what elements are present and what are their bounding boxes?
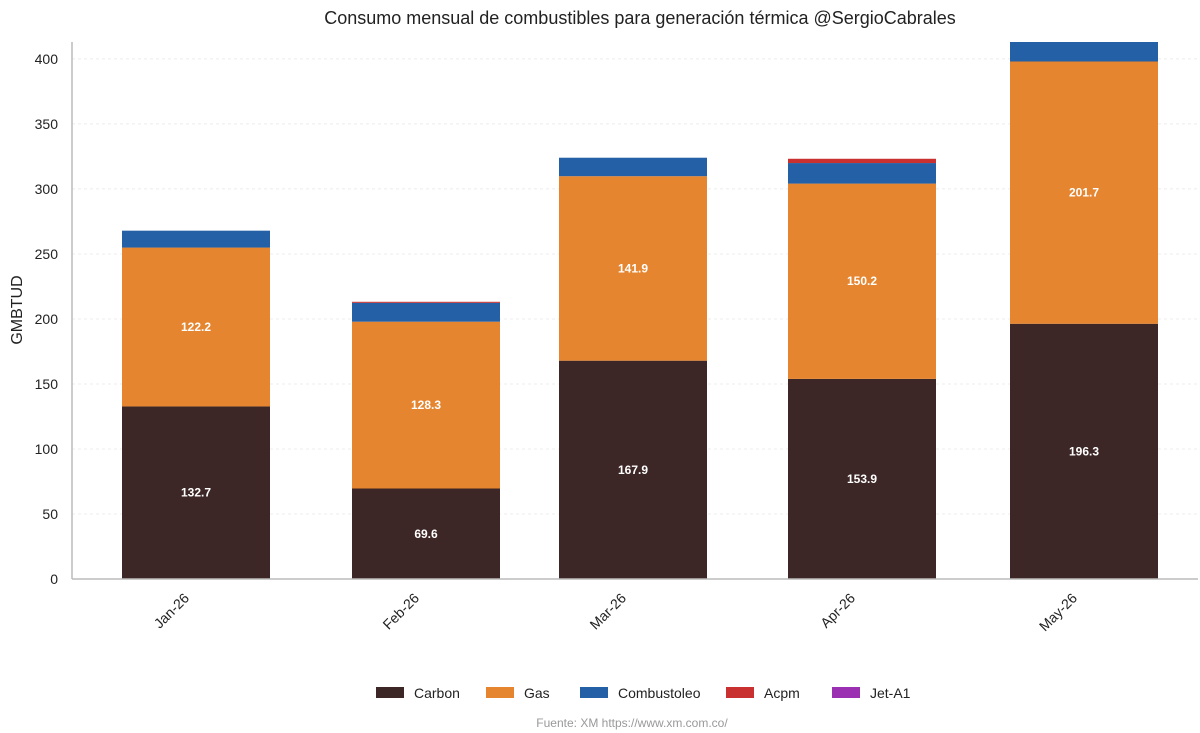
bars [122, 42, 1158, 579]
data-label: 153.9 [847, 472, 877, 486]
bar-segment-gas [1010, 61, 1158, 324]
legend-swatch-gas [486, 687, 514, 698]
y-axis-label: GMBTUD [9, 275, 26, 344]
bar-segment-combustoleo [122, 230, 270, 248]
data-label: 196.3 [1069, 444, 1099, 458]
bar-segment-acpm [352, 301, 500, 303]
bar-segment-acpm [788, 158, 936, 164]
x-tick-label: Feb-26 [379, 590, 422, 633]
y-tick-label: 200 [35, 311, 59, 327]
x-tick-label: May-26 [1036, 590, 1080, 634]
y-tick-label: 300 [35, 181, 59, 197]
data-labels: 132.7 122.2 69.6 128.3 167.9 141.9 153.9 150.2 1… [181, 186, 1099, 541]
y-tick-label: 100 [35, 441, 59, 457]
legend-label: Combustoleo [618, 685, 701, 701]
y-tick-label: 150 [35, 376, 59, 392]
legend-swatch-acpm [726, 687, 754, 698]
bar-segment-combustoleo [352, 302, 500, 322]
data-label: 167.9 [618, 463, 648, 477]
legend-label: Acpm [764, 685, 800, 701]
legend-swatch-jet-a1 [832, 687, 860, 698]
data-label: 69.6 [414, 527, 438, 541]
chart-title: Consumo mensual de combustibles para gen… [324, 8, 956, 28]
bar-segment-gas [352, 321, 500, 489]
bar-segment-carbon [788, 378, 936, 579]
x-tick-label: Jan-26 [151, 590, 193, 632]
y-tick-label: 50 [42, 506, 58, 522]
bar-segment-gas [559, 176, 707, 361]
data-label: 141.9 [618, 261, 648, 275]
bar-segment-gas [788, 183, 936, 379]
bar-segment-carbon [559, 360, 707, 579]
legend-swatch-combustoleo [580, 687, 608, 698]
bar-segment-combustoleo [1010, 42, 1158, 62]
bar-segment-carbon [122, 406, 270, 579]
x-tick-label: Apr-26 [817, 590, 858, 631]
data-label: 132.7 [181, 486, 211, 500]
data-label: 122.2 [181, 320, 211, 334]
legend-swatch-carbon [376, 687, 404, 698]
legend-label: Carbon [414, 685, 460, 701]
legend-label: Gas [524, 685, 550, 701]
data-label: 128.3 [411, 398, 441, 412]
y-tick-label: 400 [35, 51, 59, 67]
y-tick-label: 350 [35, 116, 59, 132]
y-tick-label: 0 [50, 571, 58, 587]
bar-segment-carbon [352, 488, 500, 579]
bar-segment-combustoleo [788, 163, 936, 184]
bar-segment-gas [122, 247, 270, 407]
bar-segment-combustoleo [559, 157, 707, 177]
legend: Carbon Gas Combustoleo Acpm Jet-A1 [376, 685, 911, 701]
source-note: Fuente: XM https://www.xm.com.co/ [536, 716, 728, 730]
y-tick-label: 250 [35, 246, 59, 262]
legend-label: Jet-A1 [870, 685, 911, 701]
bar-segment-carbon [1010, 323, 1158, 579]
data-label: 150.2 [847, 274, 877, 288]
data-label: 201.7 [1069, 186, 1099, 200]
x-tick-label: Mar-26 [586, 590, 629, 633]
